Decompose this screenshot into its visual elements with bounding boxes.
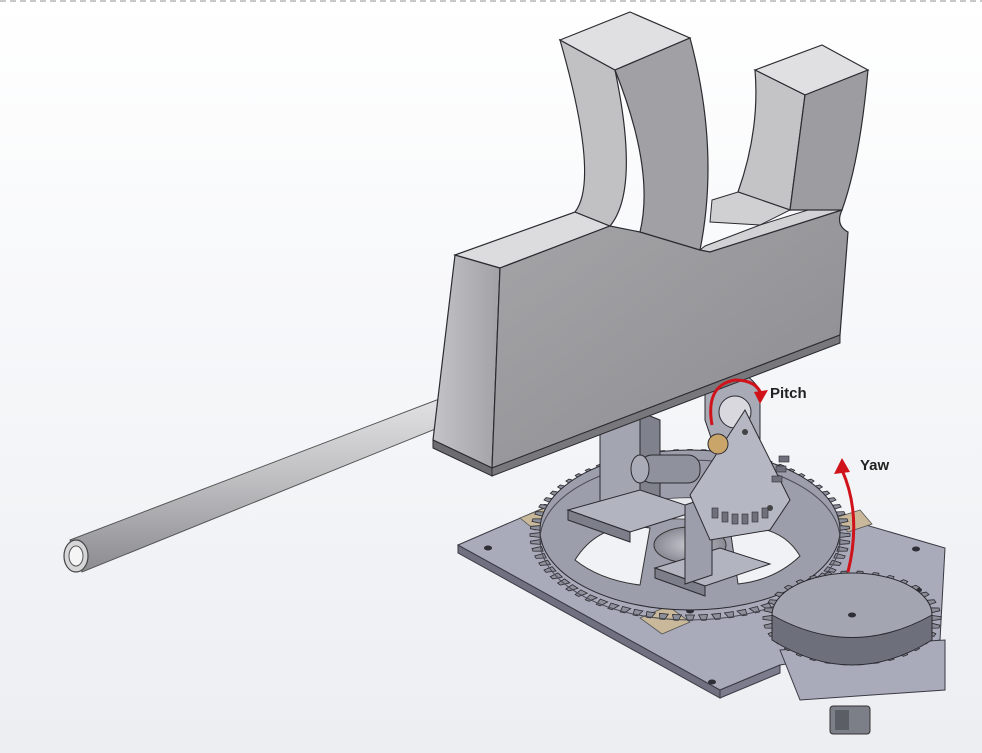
gear-tooth xyxy=(684,614,696,621)
gear-tooth xyxy=(723,611,735,619)
gear-tooth xyxy=(931,615,942,621)
gear-tooth xyxy=(828,559,842,566)
gear-tooth xyxy=(762,615,773,621)
gear-tooth xyxy=(697,614,708,621)
gear-tooth xyxy=(710,612,721,620)
pitch-arrowhead xyxy=(754,390,768,404)
barrel xyxy=(63,392,471,573)
gear-tooth xyxy=(672,614,683,621)
yaw-arrow xyxy=(840,469,856,573)
yaw-arrowhead xyxy=(834,458,850,474)
yaw-label: Yaw xyxy=(860,457,890,474)
pitch-mount xyxy=(566,368,791,597)
gun-body xyxy=(432,11,870,477)
yaw-annotation: Yaw xyxy=(834,457,890,573)
pitch-label: Pitch xyxy=(770,385,807,402)
gear-tooth xyxy=(556,578,571,586)
dotted-top-border xyxy=(0,0,982,2)
gear-tooth xyxy=(538,559,552,566)
pitch-arrow xyxy=(709,378,764,426)
small-yaw-gear xyxy=(762,570,942,666)
gear-tooth xyxy=(839,532,851,538)
pitch-annotation: Pitch xyxy=(709,378,807,426)
gear-tooth xyxy=(529,532,541,538)
gear-tooth xyxy=(838,539,851,545)
gear-tooth xyxy=(645,611,657,619)
gear-tooth xyxy=(659,612,670,620)
